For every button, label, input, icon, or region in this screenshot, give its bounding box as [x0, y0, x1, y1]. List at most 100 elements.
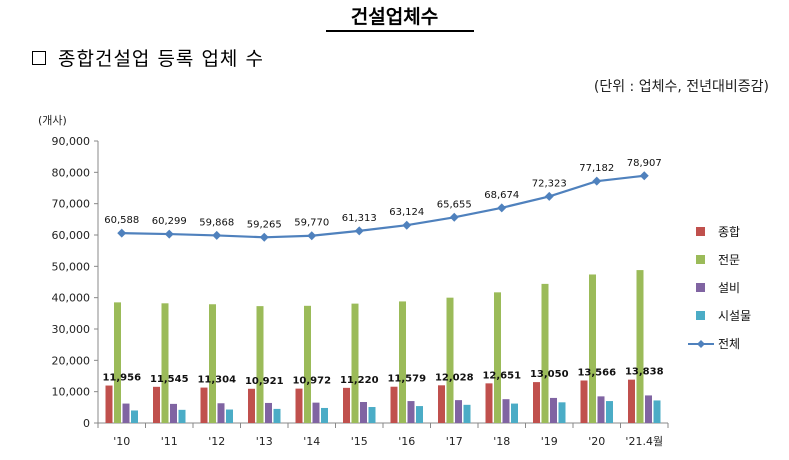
legend-marker-전체 [697, 340, 705, 348]
data-label-전체: 63,124 [389, 207, 424, 218]
y-tick-label: 60,000 [52, 229, 91, 242]
line-point-전체 [544, 191, 554, 201]
bar-종합 [580, 380, 588, 423]
bar-시설물 [653, 400, 661, 423]
bar-시설물 [226, 409, 233, 423]
data-label-전체: 59,265 [247, 219, 282, 230]
bar-설비 [502, 399, 510, 423]
bar-종합 [485, 383, 493, 423]
line-point-전체 [307, 231, 317, 241]
bar-전문 [209, 304, 216, 423]
bar-설비 [597, 396, 605, 423]
data-label-종합: 10,972 [292, 376, 331, 387]
bar-설비 [217, 403, 225, 423]
data-label-전체: 68,674 [484, 190, 519, 201]
bar-전문 [446, 297, 454, 423]
y-tick-label: 90,000 [52, 135, 91, 148]
bar-설비 [360, 402, 367, 423]
bar-전문 [636, 270, 644, 423]
bar-전문 [494, 292, 501, 423]
bar-전문 [589, 274, 596, 423]
line-point-전체 [402, 220, 412, 230]
bar-전문 [541, 283, 549, 423]
checkbox-square-icon [32, 51, 46, 65]
bar-전문 [304, 305, 311, 423]
x-tick-label: '14 [303, 435, 320, 448]
bar-설비 [170, 403, 177, 423]
data-label-종합: 13,566 [577, 367, 616, 378]
legend-label-시설물: 시설물 [718, 309, 751, 323]
legend-swatch-설비 [696, 283, 705, 292]
x-tick-label: '12 [208, 435, 225, 448]
data-label-전체: 77,182 [579, 163, 614, 174]
line-point-전체 [354, 226, 364, 236]
data-label-종합: 12,651 [482, 370, 521, 381]
bar-종합 [248, 388, 255, 423]
data-label-종합: 11,956 [102, 373, 141, 384]
y-tick-label: 40,000 [52, 292, 91, 305]
x-tick-label: '10 [113, 435, 130, 448]
bar-설비 [455, 400, 462, 423]
x-tick-label: '13 [256, 435, 273, 448]
data-label-종합: 13,838 [625, 367, 664, 378]
bar-종합 [153, 386, 160, 423]
y-tick-label: 0 [83, 417, 90, 430]
page-title: 건설업체수 [350, 6, 439, 28]
data-label-종합: 11,545 [150, 374, 189, 385]
legend-swatch-종합 [696, 227, 705, 236]
title-underline [326, 30, 474, 32]
bar-설비 [407, 401, 415, 423]
y-tick-label: 20,000 [52, 354, 91, 367]
data-label-종합: 11,304 [197, 375, 236, 386]
x-tick-label: '15 [351, 435, 368, 448]
data-label-전체: 78,907 [627, 158, 662, 169]
data-label-전체: 65,655 [437, 199, 472, 210]
line-point-전체 [117, 228, 127, 238]
data-label-전체: 72,323 [532, 178, 567, 189]
bar-종합 [343, 387, 350, 423]
line-point-전체 [592, 176, 602, 186]
y-tick-label: 30,000 [52, 323, 91, 336]
bar-시설물 [273, 408, 281, 423]
x-tick-label: '20 [588, 435, 605, 448]
legend-swatch-전문 [696, 255, 705, 264]
x-tick-label: '21.4월 [625, 435, 663, 448]
data-label-전체: 61,313 [342, 213, 377, 224]
data-label-전체: 59,868 [199, 217, 234, 228]
bar-전문 [114, 302, 121, 423]
legend-swatch-시설물 [696, 311, 705, 320]
series-line-전체 [121, 174, 645, 239]
bar-종합 [533, 382, 540, 423]
line-point-전체 [497, 203, 507, 213]
bar-시설물 [368, 407, 376, 423]
bar-시설물 [463, 404, 471, 423]
bar-종합 [295, 388, 303, 423]
bar-설비 [550, 397, 557, 423]
legend-label-전문: 전문 [718, 253, 740, 267]
data-label-전체: 60,588 [104, 215, 139, 226]
bar-시설물 [606, 401, 613, 423]
y-tick-label: 80,000 [52, 166, 91, 179]
bar-시설물 [178, 409, 186, 423]
line-point-전체 [164, 229, 174, 239]
data-label-전체: 60,299 [152, 216, 187, 227]
bar-시설물 [131, 410, 138, 423]
line-point-전체 [212, 230, 222, 240]
x-tick-label: '16 [398, 435, 415, 448]
bar-시설물 [321, 407, 328, 423]
bar-종합 [200, 387, 208, 423]
bar-설비 [645, 395, 652, 423]
legend-label-종합: 종합 [718, 225, 740, 239]
line-point-전체 [449, 212, 459, 222]
bar-시설물 [416, 406, 423, 423]
bar-종합 [390, 386, 398, 423]
bar-종합 [628, 379, 635, 423]
section-heading: 종합건설업 등록 업체 수 [58, 48, 264, 70]
y-tick-label: 50,000 [52, 260, 91, 273]
bar-설비 [312, 402, 320, 423]
data-label-종합: 10,921 [245, 376, 284, 387]
bar-종합 [105, 385, 113, 423]
x-tick-label: '11 [161, 435, 178, 448]
bar-전문 [161, 303, 169, 423]
